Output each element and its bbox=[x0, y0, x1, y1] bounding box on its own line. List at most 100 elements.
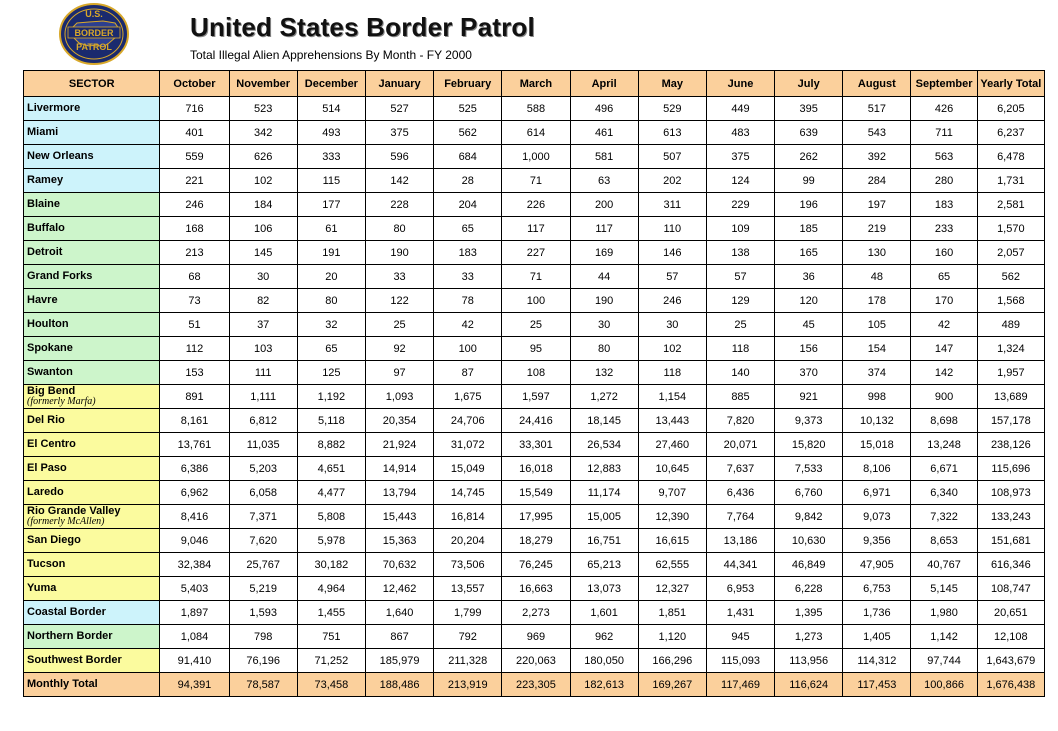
value-cell: 711 bbox=[910, 120, 978, 145]
value-cell: 4,964 bbox=[296, 576, 366, 601]
sector-name-cell: Houlton bbox=[22, 312, 161, 337]
sector-name-cell: Havre bbox=[22, 288, 161, 313]
column-header: SECTOR bbox=[22, 70, 161, 97]
sector-name: Swanton bbox=[27, 366, 73, 378]
value-cell: 684 bbox=[433, 144, 503, 169]
logo-text-top: U.S. bbox=[85, 9, 103, 19]
value-cell: 523 bbox=[228, 96, 298, 121]
value-cell: 1,897 bbox=[159, 600, 230, 625]
value-cell: 311 bbox=[637, 192, 707, 217]
value-cell: 124 bbox=[705, 168, 776, 193]
value-cell: 596 bbox=[364, 144, 435, 169]
value-cell: 184 bbox=[228, 192, 298, 217]
value-cell: 6,962 bbox=[159, 480, 230, 505]
value-cell: 71,252 bbox=[296, 648, 366, 673]
value-cell: 8,161 bbox=[159, 408, 230, 433]
value-cell: 115,093 bbox=[705, 648, 776, 673]
value-cell: 5,219 bbox=[228, 576, 298, 601]
sector-name: Ramey bbox=[27, 174, 64, 186]
value-cell: 6,953 bbox=[705, 576, 776, 601]
value-cell: 99 bbox=[774, 168, 844, 193]
value-cell: 46,849 bbox=[774, 552, 844, 577]
value-cell: 76,196 bbox=[228, 648, 298, 673]
sector-name: Southwest Border bbox=[27, 654, 122, 666]
value-cell: 118 bbox=[637, 360, 707, 385]
sector-name-cell: Spokane bbox=[22, 336, 161, 361]
column-header: June bbox=[705, 70, 776, 97]
sector-name-cell: New Orleans bbox=[22, 144, 161, 169]
value-cell: 9,373 bbox=[774, 408, 844, 433]
table-row: Rio Grande Valley (formerly McAllen) 8,416… bbox=[22, 504, 1046, 529]
value-cell: 20 bbox=[296, 264, 366, 289]
value-cell: 262 bbox=[774, 144, 844, 169]
value-cell: 188,486 bbox=[364, 672, 435, 697]
value-cell: 117,453 bbox=[842, 672, 912, 697]
value-cell: 40,767 bbox=[910, 552, 978, 577]
value-cell: 7,764 bbox=[705, 504, 776, 529]
value-cell: 375 bbox=[705, 144, 776, 169]
value-cell: 4,651 bbox=[296, 456, 366, 481]
value-cell: 493 bbox=[296, 120, 366, 145]
value-cell: 1,601 bbox=[569, 600, 639, 625]
value-cell: 8,698 bbox=[910, 408, 978, 433]
value-cell: 5,403 bbox=[159, 576, 230, 601]
value-cell: 588 bbox=[501, 96, 571, 121]
column-header: January bbox=[364, 70, 435, 97]
value-cell: 1,395 bbox=[774, 600, 844, 625]
sector-name-cell: Monthly Total bbox=[22, 672, 161, 697]
value-cell: 1,455 bbox=[296, 600, 366, 625]
value-cell: 716 bbox=[159, 96, 230, 121]
value-cell: 7,620 bbox=[228, 528, 298, 553]
value-cell: 25 bbox=[364, 312, 435, 337]
value-cell: 110 bbox=[637, 216, 707, 241]
table-row: Havre 73 82 80 122 78 100 190 246 129 120 178 170 1,5… bbox=[22, 288, 1046, 313]
value-cell: 183 bbox=[433, 240, 503, 265]
value-cell: 108 bbox=[501, 360, 571, 385]
value-cell: 1,570 bbox=[976, 216, 1046, 241]
value-cell: 140 bbox=[705, 360, 776, 385]
value-cell: 562 bbox=[976, 264, 1046, 289]
sector-name: Tucson bbox=[27, 558, 66, 570]
value-cell: 13,248 bbox=[910, 432, 978, 457]
value-cell: 25 bbox=[501, 312, 571, 337]
value-cell: 80 bbox=[569, 336, 639, 361]
value-cell: 117 bbox=[501, 216, 571, 241]
value-cell: 792 bbox=[433, 624, 503, 649]
value-cell: 156 bbox=[774, 336, 844, 361]
value-cell: 82 bbox=[228, 288, 298, 313]
value-cell: 529 bbox=[637, 96, 707, 121]
value-cell: 12,462 bbox=[364, 576, 435, 601]
value-cell: 80 bbox=[364, 216, 435, 241]
value-cell: 563 bbox=[910, 144, 978, 169]
table-row: Southwest Border 91,410 76,196 71,252 185,97… bbox=[22, 648, 1046, 673]
value-cell: 6,228 bbox=[774, 576, 844, 601]
column-header: October bbox=[159, 70, 230, 97]
value-cell: 5,118 bbox=[296, 408, 366, 433]
value-cell: 122 bbox=[364, 288, 435, 313]
value-cell: 185 bbox=[774, 216, 844, 241]
value-cell: 921 bbox=[774, 384, 844, 409]
value-cell: 1,324 bbox=[976, 336, 1046, 361]
value-cell: 559 bbox=[159, 144, 230, 169]
value-cell: 220,063 bbox=[501, 648, 571, 673]
value-cell: 284 bbox=[842, 168, 912, 193]
value-cell: 5,808 bbox=[296, 504, 366, 529]
value-cell: 78,587 bbox=[228, 672, 298, 697]
value-cell: 1,142 bbox=[910, 624, 978, 649]
value-cell: 132 bbox=[569, 360, 639, 385]
value-cell: 6,753 bbox=[842, 576, 912, 601]
value-cell: 426 bbox=[910, 96, 978, 121]
value-cell: 191 bbox=[296, 240, 366, 265]
value-cell: 461 bbox=[569, 120, 639, 145]
value-cell: 120 bbox=[774, 288, 844, 313]
value-cell: 223,305 bbox=[501, 672, 571, 697]
value-cell: 21,924 bbox=[364, 432, 435, 457]
value-cell: 1,084 bbox=[159, 624, 230, 649]
value-cell: 44 bbox=[569, 264, 639, 289]
value-cell: 12,108 bbox=[976, 624, 1046, 649]
value-cell: 449 bbox=[705, 96, 776, 121]
sector-name: Coastal Border bbox=[27, 606, 106, 618]
value-cell: 129 bbox=[705, 288, 776, 313]
value-cell: 30,182 bbox=[296, 552, 366, 577]
value-cell: 177 bbox=[296, 192, 366, 217]
